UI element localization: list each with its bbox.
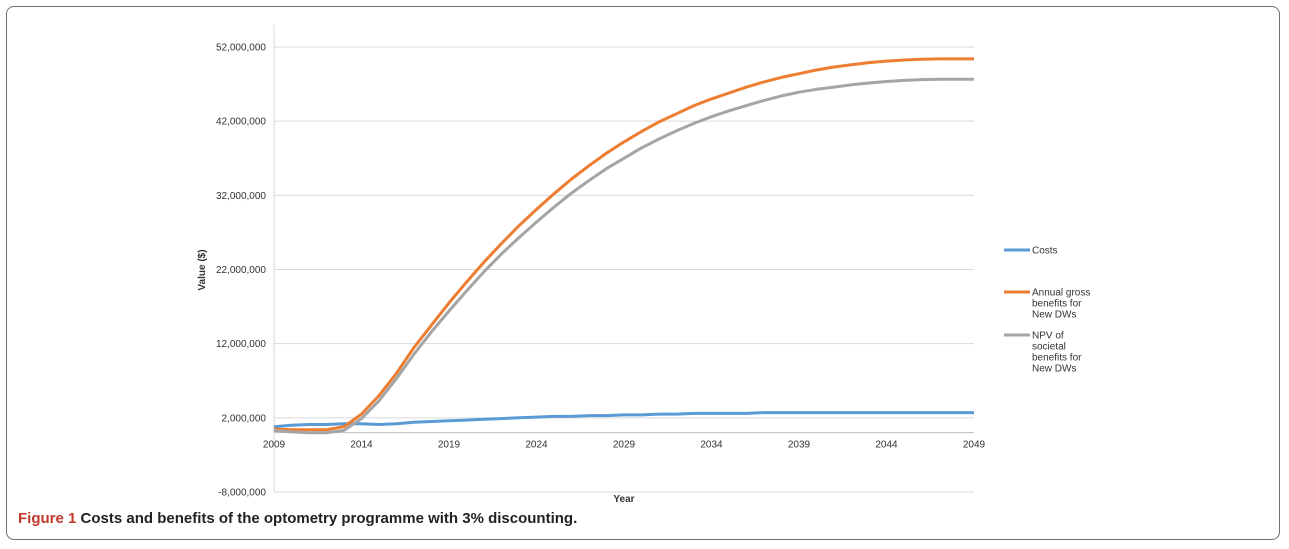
grid-layer xyxy=(274,46,974,493)
x-tick-label: 2014 xyxy=(350,440,373,451)
y-tick-label: 42,000,000 xyxy=(216,117,266,128)
y-tick-label: 22,000,000 xyxy=(216,265,266,276)
legend-label-1: Annual gross benefits for New DWs xyxy=(1032,288,1090,321)
legend-label-0: Costs xyxy=(1032,246,1058,257)
y-tick-label: 32,000,000 xyxy=(216,191,266,202)
x-tick-label: 2019 xyxy=(438,440,461,451)
caption-label: Figure 1 xyxy=(18,510,77,527)
legend-layer: Costs Annual gross benefits for New DWs NPV … xyxy=(1004,246,1090,375)
series-line-1 xyxy=(273,57,974,432)
x-tick-label: 2039 xyxy=(788,440,811,451)
series-layer xyxy=(273,57,974,435)
caption-text: Costs and benefits of the optometry prog… xyxy=(80,510,578,527)
y-tick-label: -8,000,000 xyxy=(218,488,266,499)
x-axis-title: Year xyxy=(613,494,634,505)
y-tick-label: 12,000,000 xyxy=(216,339,266,350)
series-line-2 xyxy=(273,77,974,435)
x-tick-label: 2009 xyxy=(263,440,286,451)
series-line-0 xyxy=(273,411,974,429)
legend-label-2: NPV of societal benefits for New DWs xyxy=(1032,331,1082,375)
x-tick-label: 2024 xyxy=(525,440,548,451)
x-tick-label: 2029 xyxy=(613,440,636,451)
figure-frame xyxy=(6,6,1280,540)
y-axis-title: Value ($) xyxy=(197,249,208,290)
x-tick-label: 2044 xyxy=(875,440,898,451)
axis-layer: 52,000,000 42,000,000 32,000,000 22,000,000… xyxy=(216,25,986,499)
x-tick-label: 2049 xyxy=(963,440,986,451)
x-tick-label: 2034 xyxy=(700,440,723,451)
y-tick-label: 2,000,000 xyxy=(222,413,267,424)
figure-caption: Figure 1 Costs and benefits of the optom… xyxy=(18,510,577,527)
y-tick-label: 52,000,000 xyxy=(216,43,266,54)
